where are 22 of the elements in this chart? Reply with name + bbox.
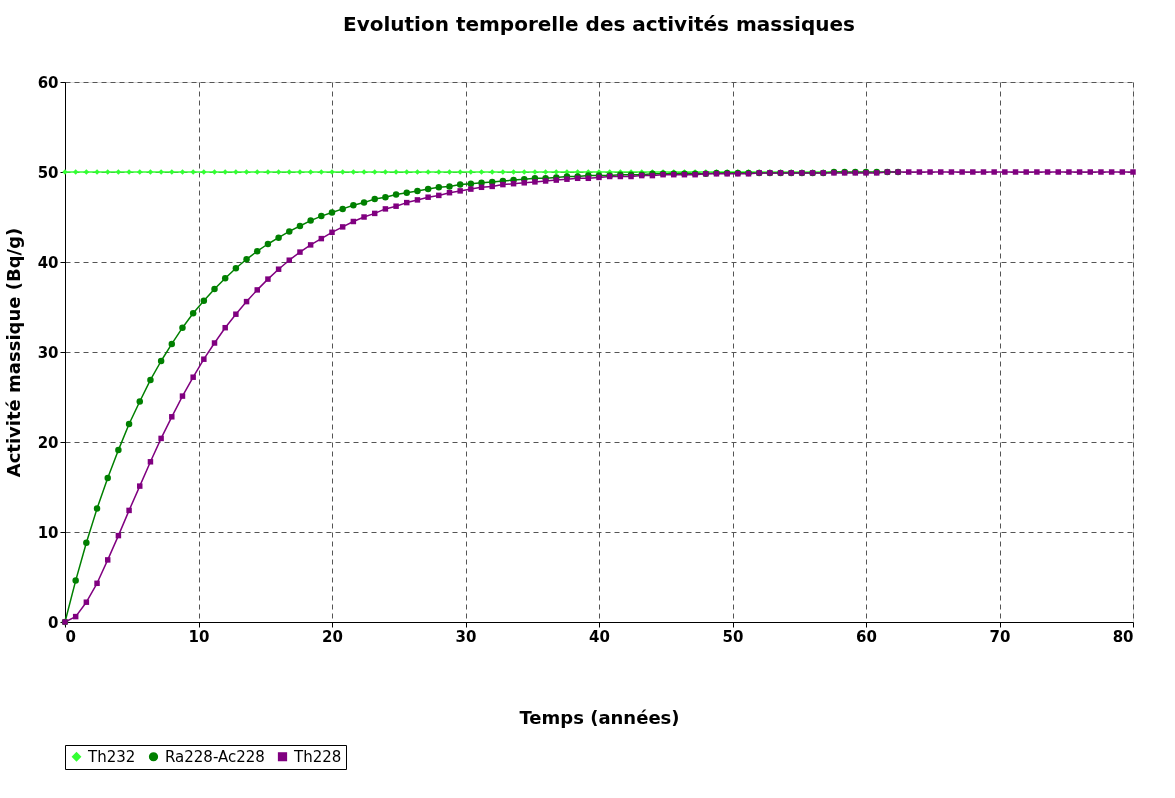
y-tick-label: 20	[37, 433, 59, 452]
legend-label: Th232	[87, 747, 136, 766]
y-tick-label: 60	[37, 73, 59, 92]
y-tick-label: 40	[37, 253, 59, 272]
chart-title: Evolution temporelle des activités massiques	[342, 12, 856, 36]
y-tick-label: 50	[37, 163, 59, 182]
legend-label: Th228	[293, 747, 342, 766]
y-tick-label: 10	[37, 523, 59, 542]
legend-label: Ra228-Ac228	[165, 747, 265, 766]
x-axis-title: Temps (années)	[519, 706, 680, 728]
x-tick-label: 0	[65, 627, 76, 646]
y-axis-title: Activité massique (Bq/g)	[2, 227, 24, 478]
y-tick-label: 0	[48, 613, 59, 632]
x-tick-label: 70	[989, 627, 1011, 646]
x-tick-label: 50	[722, 627, 744, 646]
x-tick-label: 80	[1112, 627, 1134, 646]
x-tick-label: 40	[589, 627, 610, 646]
x-tick-label: 60	[856, 627, 877, 646]
x-tick-label: 30	[455, 627, 477, 646]
x-tick-label: 20	[322, 627, 343, 646]
y-tick-label: 30	[37, 343, 59, 362]
x-tick-label: 10	[188, 627, 210, 646]
